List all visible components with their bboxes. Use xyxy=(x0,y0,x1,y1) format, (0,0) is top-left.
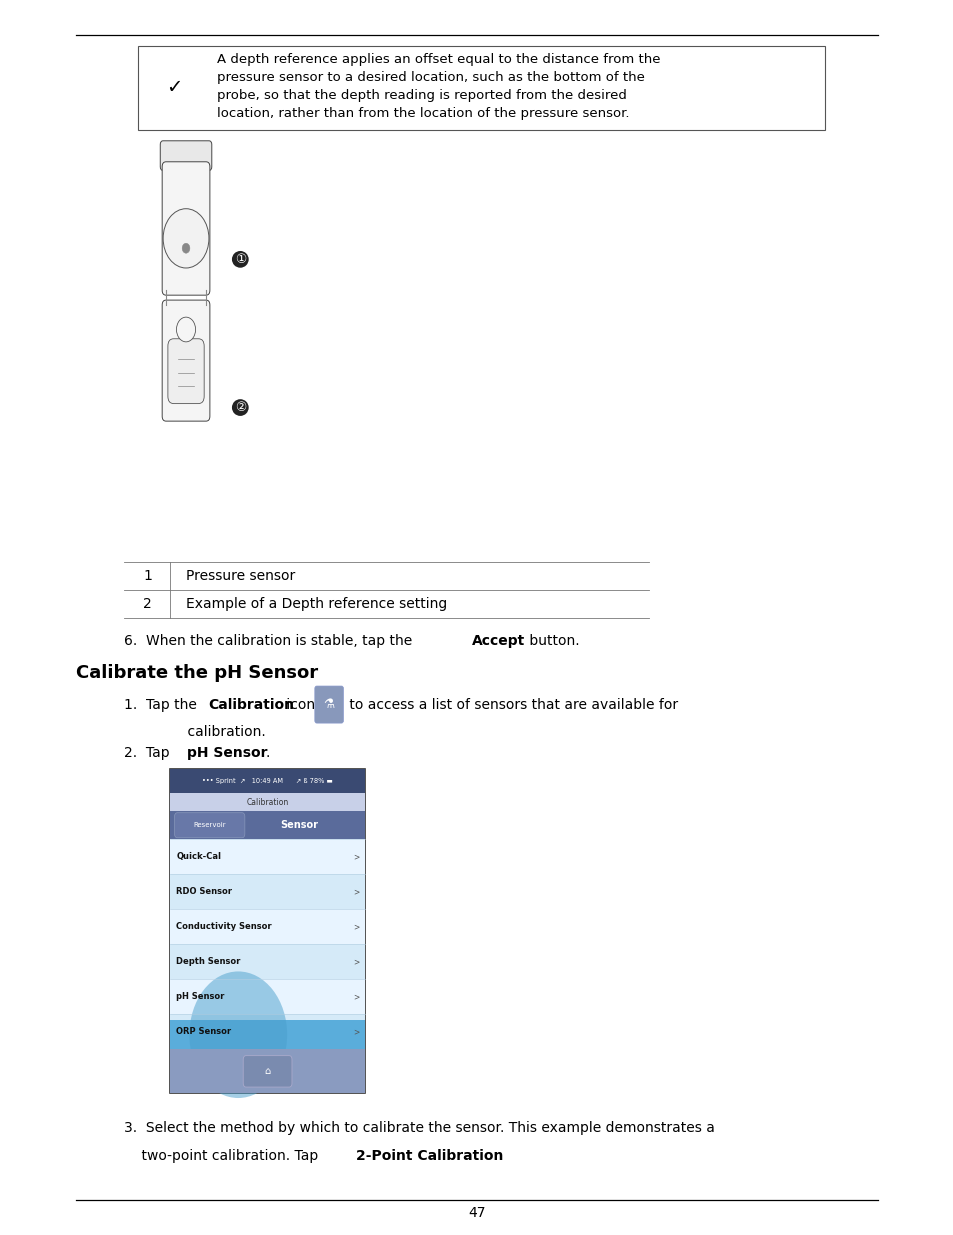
Bar xyxy=(170,874,365,909)
Text: >: > xyxy=(353,852,359,861)
Text: 2: 2 xyxy=(143,597,152,611)
Text: Calibration: Calibration xyxy=(246,798,289,806)
Text: button.: button. xyxy=(524,634,578,647)
Text: ⌂: ⌂ xyxy=(264,1066,271,1076)
Text: .: . xyxy=(474,1149,478,1162)
Text: 1.  Tap the: 1. Tap the xyxy=(124,698,201,711)
Text: two-point calibration. Tap: two-point calibration. Tap xyxy=(124,1149,322,1162)
Text: 3.  Select the method by which to calibrate the sensor. This example demonstrate: 3. Select the method by which to calibra… xyxy=(124,1121,714,1135)
Text: ②: ② xyxy=(234,401,246,414)
Text: >: > xyxy=(353,923,359,931)
FancyBboxPatch shape xyxy=(160,141,212,170)
Text: >: > xyxy=(353,887,359,897)
Text: ①: ① xyxy=(234,253,246,266)
Circle shape xyxy=(163,209,209,268)
Text: calibration.: calibration. xyxy=(170,725,265,739)
Text: icon: icon xyxy=(282,698,315,711)
FancyBboxPatch shape xyxy=(138,46,824,130)
Bar xyxy=(170,769,365,1093)
Text: 2.  Tap: 2. Tap xyxy=(124,746,173,760)
Bar xyxy=(170,839,365,874)
Text: Sensor: Sensor xyxy=(279,820,317,830)
Circle shape xyxy=(176,317,195,342)
Text: ✓: ✓ xyxy=(166,78,183,98)
Bar xyxy=(170,1020,365,1050)
Text: Conductivity Sensor: Conductivity Sensor xyxy=(176,923,272,931)
Text: Pressure sensor: Pressure sensor xyxy=(186,569,295,583)
Text: 2-Point Calibration: 2-Point Calibration xyxy=(355,1149,502,1162)
Text: ORP Sensor: ORP Sensor xyxy=(176,1028,232,1036)
Text: Accept: Accept xyxy=(472,634,525,647)
Text: >: > xyxy=(353,992,359,1002)
FancyBboxPatch shape xyxy=(162,300,210,421)
Bar xyxy=(170,944,365,979)
Text: >: > xyxy=(353,957,359,966)
Text: Example of a Depth reference setting: Example of a Depth reference setting xyxy=(186,597,447,611)
Text: Depth Sensor: Depth Sensor xyxy=(176,957,240,966)
Bar xyxy=(170,793,365,811)
FancyBboxPatch shape xyxy=(243,1056,292,1087)
Bar xyxy=(170,1050,365,1093)
Text: A depth reference applies an offset equal to the distance from the
pressure sens: A depth reference applies an offset equa… xyxy=(216,53,659,120)
Text: 1: 1 xyxy=(143,569,152,583)
Text: to access a list of sensors that are available for: to access a list of sensors that are ava… xyxy=(345,698,678,711)
Text: pH Sensor: pH Sensor xyxy=(176,992,225,1002)
FancyBboxPatch shape xyxy=(314,687,343,724)
Text: pH Sensor: pH Sensor xyxy=(187,746,267,760)
Text: >: > xyxy=(353,1028,359,1036)
Text: .: . xyxy=(265,746,270,760)
Text: RDO Sensor: RDO Sensor xyxy=(176,887,233,897)
Bar xyxy=(170,979,365,1014)
Text: Calibrate the pH Sensor: Calibrate the pH Sensor xyxy=(76,664,318,683)
Bar xyxy=(170,769,365,793)
Circle shape xyxy=(182,243,190,253)
FancyBboxPatch shape xyxy=(162,162,210,295)
Text: ••• Sprint  ↗   10:49 AM      ↗ ß 78% ▬: ••• Sprint ↗ 10:49 AM ↗ ß 78% ▬ xyxy=(202,778,333,784)
FancyBboxPatch shape xyxy=(168,338,204,404)
Text: Calibration: Calibration xyxy=(208,698,294,711)
Text: Quick-Cal: Quick-Cal xyxy=(176,852,221,861)
Text: Reservoir: Reservoir xyxy=(193,823,226,829)
Text: 6.  When the calibration is stable, tap the: 6. When the calibration is stable, tap t… xyxy=(124,634,416,647)
FancyBboxPatch shape xyxy=(174,813,245,837)
Text: ⚗: ⚗ xyxy=(323,698,335,711)
Bar xyxy=(170,811,365,839)
Circle shape xyxy=(189,972,287,1098)
Bar xyxy=(170,909,365,944)
Bar xyxy=(170,1014,365,1050)
Text: 47: 47 xyxy=(468,1205,485,1220)
